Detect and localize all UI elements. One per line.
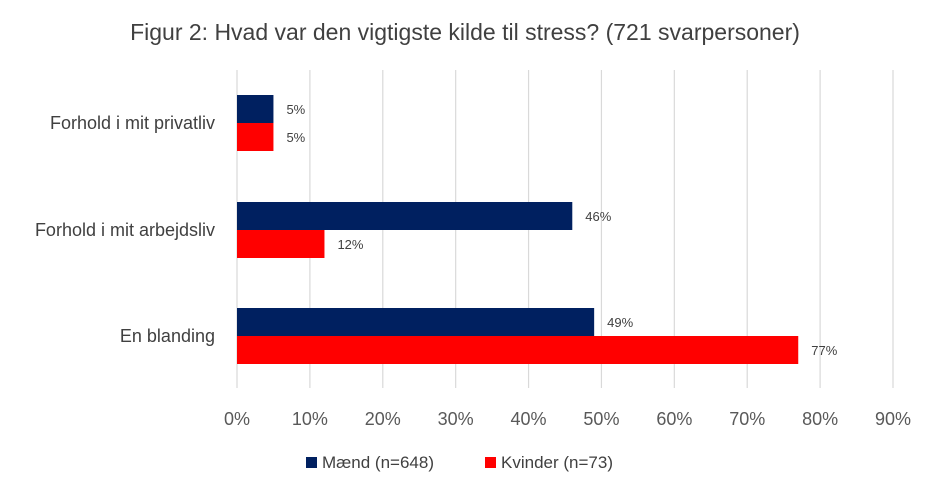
category-label: Forhold i mit privatliv	[50, 113, 215, 133]
category-label: En blanding	[120, 326, 215, 346]
x-tick-label: 50%	[583, 409, 619, 429]
x-tick-label: 70%	[729, 409, 765, 429]
legend-label: Mænd (n=648)	[322, 453, 434, 472]
x-tick-label: 40%	[511, 409, 547, 429]
data-label: 5%	[286, 102, 305, 117]
data-label: 49%	[607, 315, 633, 330]
legend-label: Kvinder (n=73)	[501, 453, 613, 472]
data-label: 12%	[337, 237, 363, 252]
x-tick-label: 10%	[292, 409, 328, 429]
x-tick-labels: 0% 10% 20% 30% 40% 50% 60% 70% 80% 90%	[224, 409, 911, 429]
legend-swatch	[485, 457, 496, 468]
x-tick-label: 0%	[224, 409, 250, 429]
bars: 5% 5% 46% 12% 49% 77%	[237, 95, 838, 364]
legend: Mænd (n=648) Kvinder (n=73)	[306, 453, 613, 472]
bar	[237, 202, 573, 230]
x-tick-label: 90%	[875, 409, 911, 429]
legend-swatch	[306, 457, 317, 468]
chart-title: Figur 2: Hvad var den vigtigste kilde ti…	[130, 19, 800, 45]
x-tick-label: 80%	[802, 409, 838, 429]
bar	[237, 95, 274, 123]
data-label: 46%	[585, 209, 611, 224]
x-tick-label: 20%	[365, 409, 401, 429]
x-tick-label: 30%	[438, 409, 474, 429]
category-label: Forhold i mit arbejdsliv	[35, 220, 215, 240]
bar	[237, 123, 274, 151]
data-label: 5%	[286, 130, 305, 145]
bar	[237, 336, 799, 364]
category-labels: Forhold i mit privatliv Forhold i mit arb…	[35, 113, 215, 346]
bar	[237, 308, 595, 336]
bar	[237, 230, 325, 258]
x-tick-label: 60%	[656, 409, 692, 429]
data-label: 77%	[811, 343, 837, 358]
